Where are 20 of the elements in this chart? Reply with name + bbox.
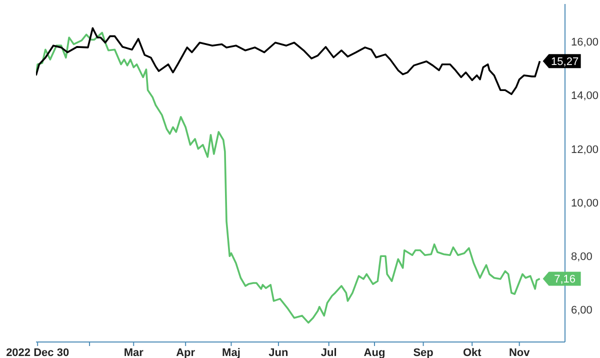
y-tick-label: 8,00	[571, 251, 592, 264]
y-tick-label: 14,00	[571, 90, 599, 102]
x-tick-label: Sep	[413, 346, 434, 358]
line-series	[36, 32, 541, 324]
x-tick-label: Mar	[124, 346, 144, 358]
y-tick-label: 16,00	[571, 36, 599, 48]
data-label: 15,27	[551, 56, 579, 68]
line-series	[36, 27, 541, 96]
y-tick-label: 10,00	[571, 197, 599, 210]
x-tick-label: Aug	[364, 346, 386, 358]
y-tick-label: 12,00	[571, 144, 599, 156]
x-tick-label: Nov	[508, 346, 531, 358]
x-tick-label: 2022 Dec 30	[6, 346, 70, 358]
x-tick-label: Maj	[222, 346, 240, 358]
x-tick-label: Jul	[320, 346, 337, 358]
x-tick-label: Jun	[268, 346, 289, 358]
x-tick-label: Apr	[176, 346, 196, 358]
x-tick-label: Okt	[462, 346, 482, 358]
data-label: 7,16	[554, 274, 576, 286]
y-tick-label: 6,00	[571, 304, 592, 317]
